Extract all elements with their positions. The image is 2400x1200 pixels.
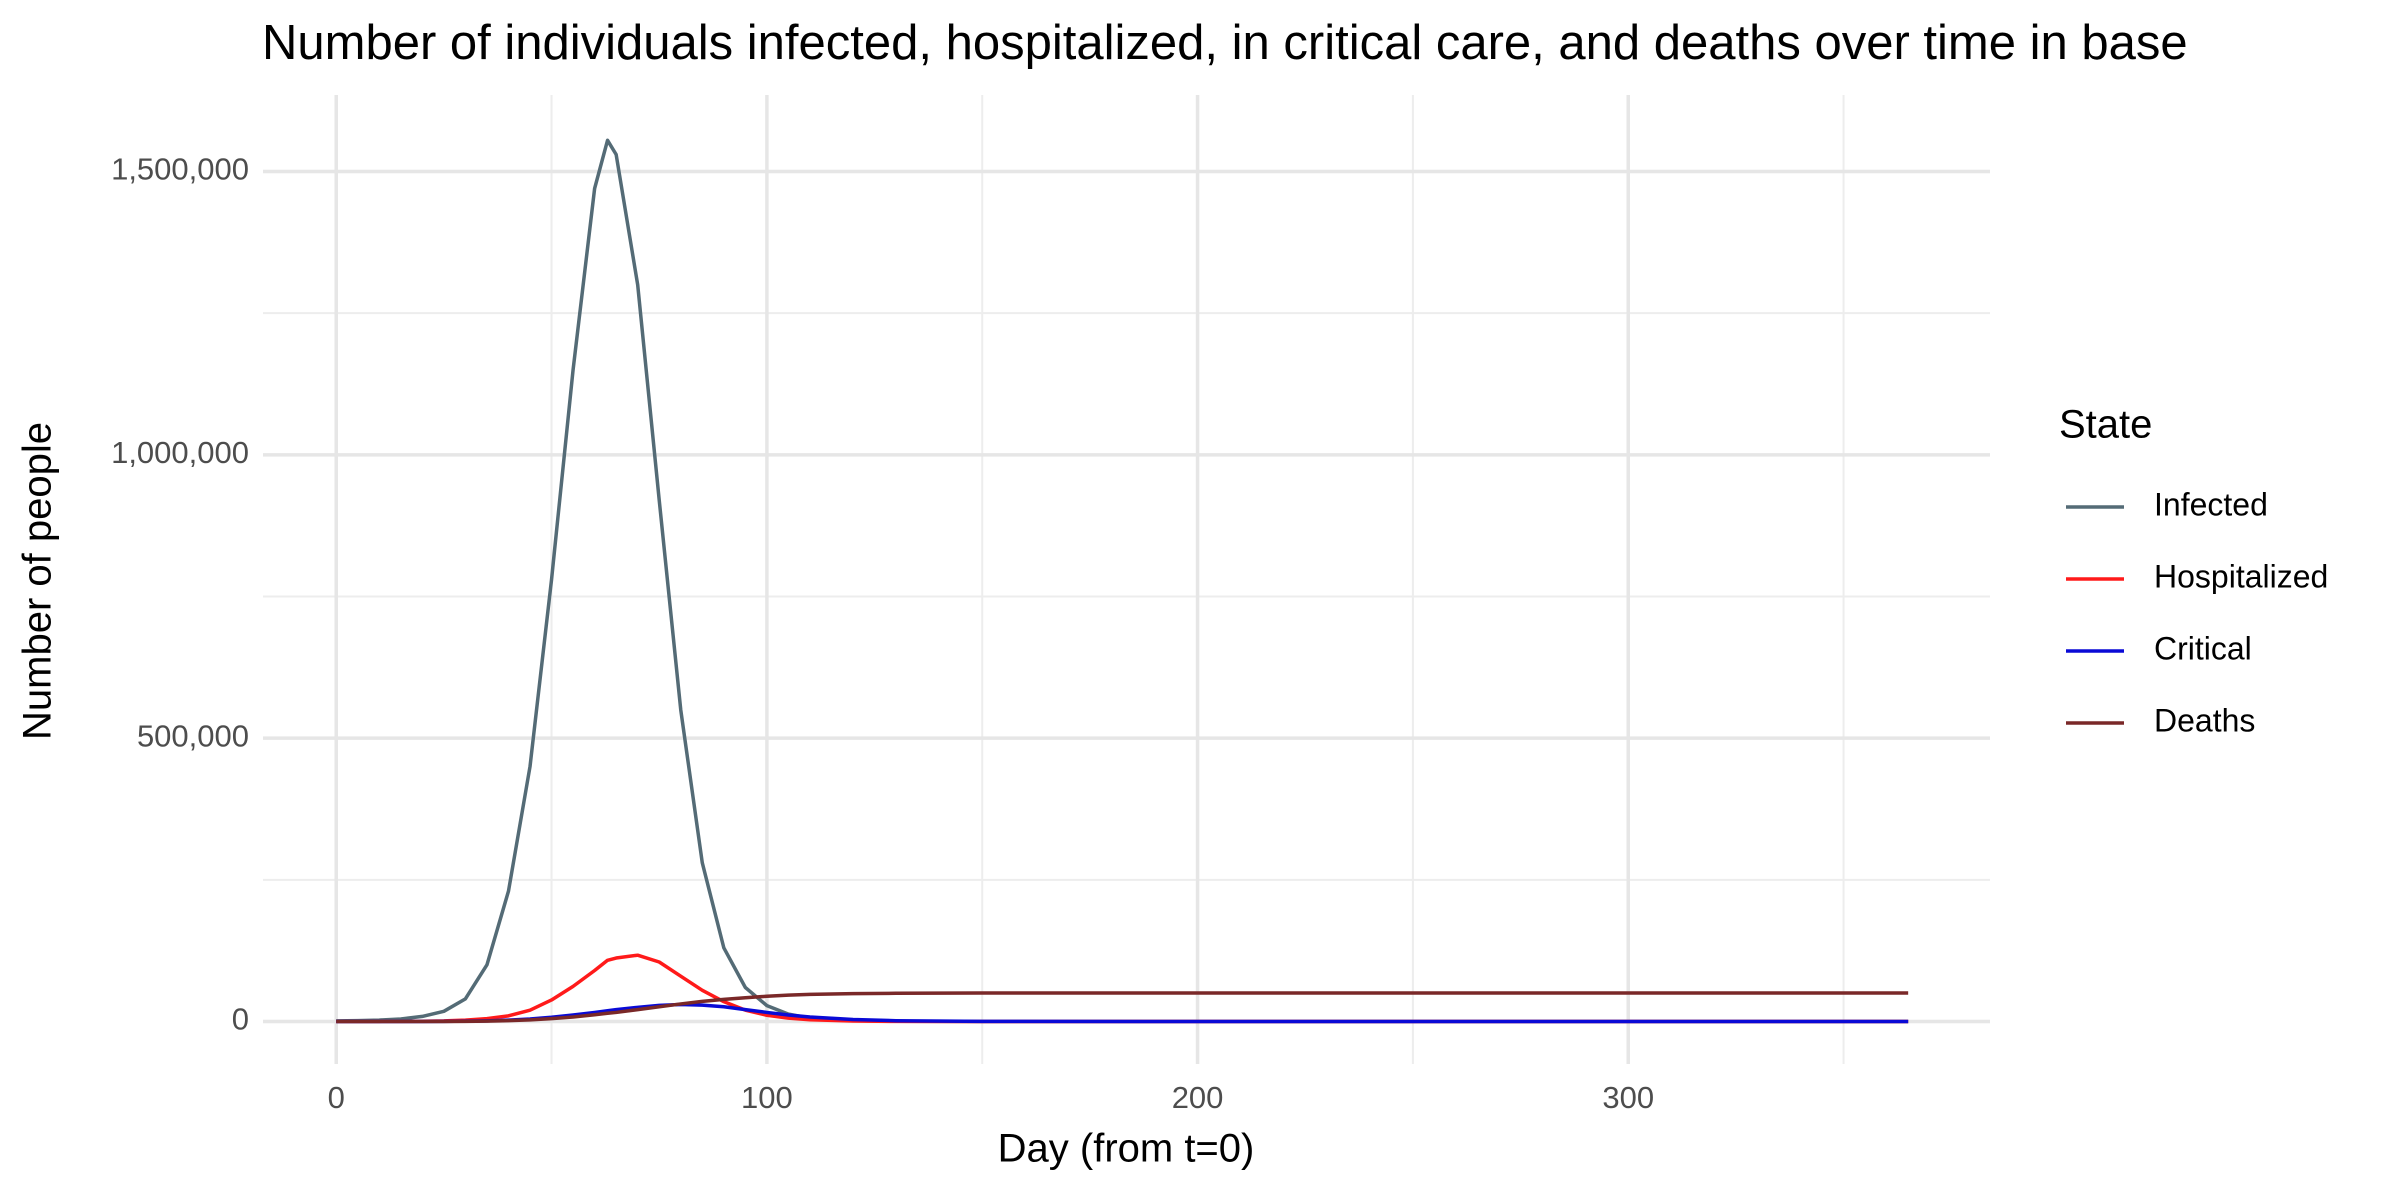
legend-label: Deaths <box>2154 702 2255 738</box>
legend-label: Hospitalized <box>2154 558 2328 594</box>
y-tick-label: 500,000 <box>137 718 249 753</box>
x-tick-label: 200 <box>1172 1080 1224 1115</box>
y-axis-title: Number of people <box>16 422 60 740</box>
legend-label: Infected <box>2154 486 2268 522</box>
x-axis-title: Day (from t=0) <box>998 1127 1255 1171</box>
x-tick-label: 0 <box>328 1080 345 1115</box>
legend-label: Critical <box>2154 630 2252 666</box>
x-tick-label: 100 <box>741 1080 793 1115</box>
x-tick-label: 300 <box>1602 1080 1654 1115</box>
series-line <box>336 1002 1909 1024</box>
series-line <box>336 138 1909 1024</box>
y-tick-label: 1,500,000 <box>111 152 249 187</box>
series-line <box>336 953 1909 1024</box>
y-tick-label: 1,000,000 <box>111 435 249 470</box>
y-tick-label: 0 <box>232 1002 249 1037</box>
legend-title: State <box>2059 403 2152 447</box>
series-line <box>336 991 1909 1024</box>
chart-title: Number of individuals infected, hospital… <box>262 16 2188 70</box>
